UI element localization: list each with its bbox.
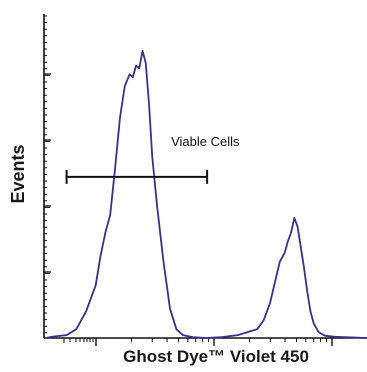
y-axis xyxy=(43,14,51,338)
histogram-series-line xyxy=(45,50,367,339)
gate-label: Viable Cells xyxy=(171,134,240,149)
x-axis xyxy=(44,337,367,346)
x-axis-title: Ghost Dye™ Violet 450 xyxy=(123,347,309,366)
y-axis-title: Events xyxy=(8,144,28,203)
plot-area: Viable Cells xyxy=(45,50,367,339)
